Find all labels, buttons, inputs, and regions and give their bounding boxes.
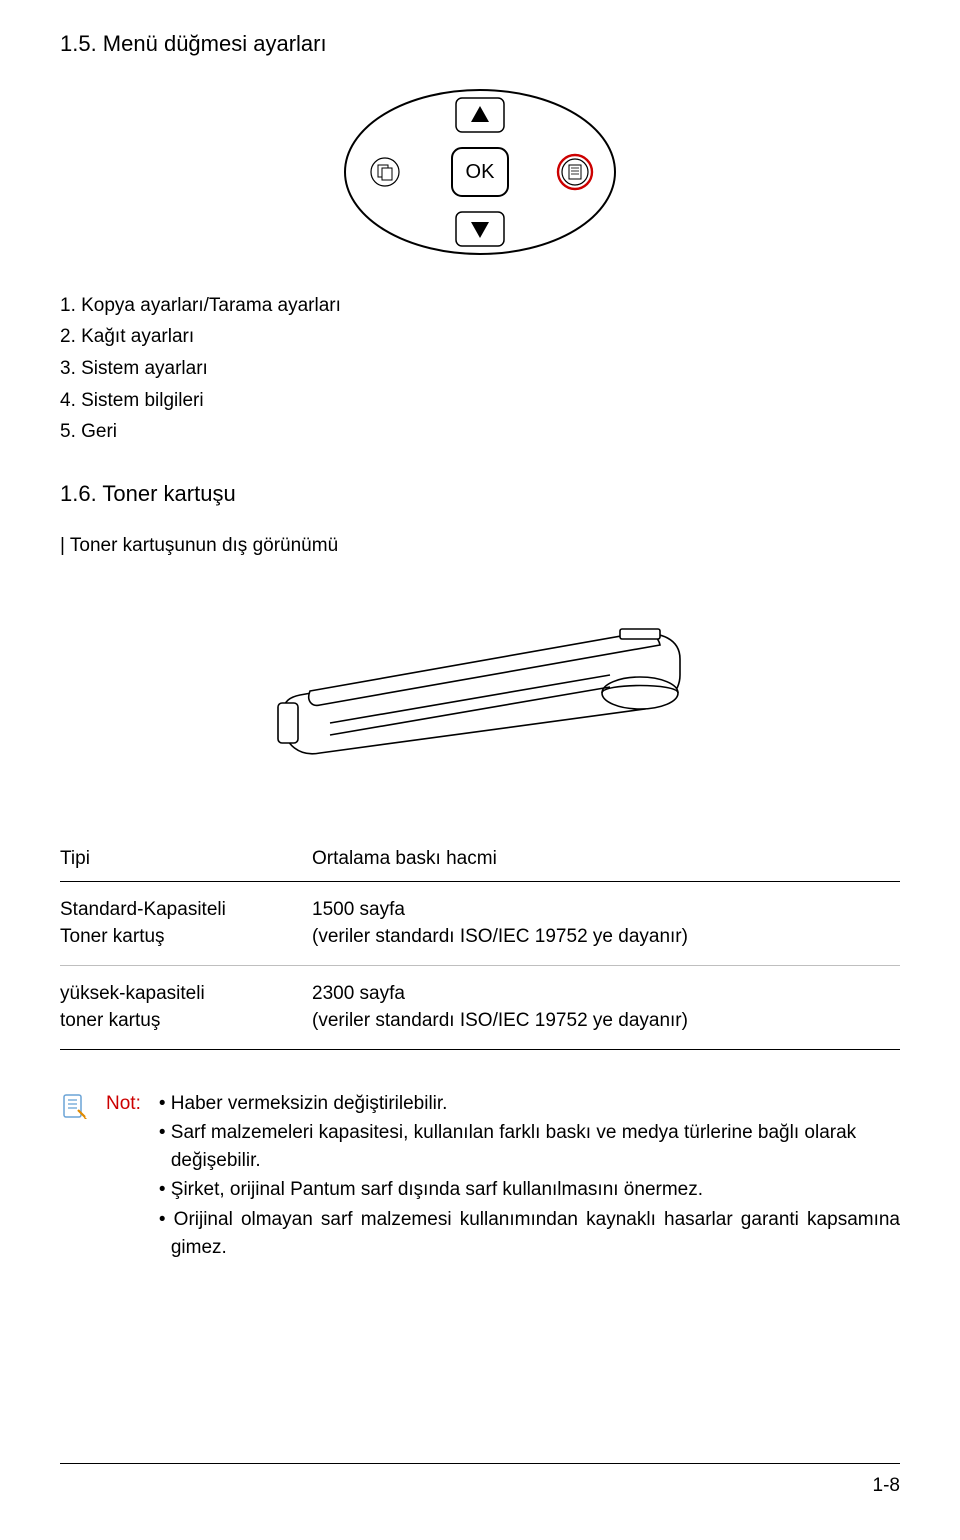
table-cell: 2300 sayfa (veriler standardı ISO/IEC 19… (312, 965, 900, 1049)
note-label: Not: (106, 1090, 141, 1118)
note-box: Not: • Haber vermeksizin değiştirilebili… (60, 1090, 900, 1263)
menu-button-diagram: OK (335, 82, 625, 262)
toner-spec-table: Tipi Ortalama baskı hacmi Standard-Kapas… (60, 835, 900, 1050)
table-header-left: Tipi (60, 835, 312, 881)
ok-label: OK (466, 161, 496, 183)
toner-cartridge-illustration (240, 575, 720, 775)
table-cell: yüksek-kapasiteli toner kartuş (60, 965, 312, 1049)
note-bullet: • Haber vermeksizin değiştirilebilir. (159, 1090, 900, 1118)
table-cell: 1500 sayfa (veriler standardı ISO/IEC 19… (312, 881, 900, 965)
page-number: 1-8 (60, 1472, 900, 1500)
note-bullet: • Sarf malzemeleri kapasitesi, kullanıla… (159, 1119, 900, 1174)
table-header-right: Ortalama baskı hacmi (312, 835, 900, 881)
list-item: 1. Kopya ayarları/Tarama ayarları (60, 292, 900, 320)
table-cell: Standard-Kapasiteli Toner kartuş (60, 881, 312, 965)
section-1-6-subtitle: | Toner kartuşunun dış görünümü (60, 532, 900, 560)
footer-divider (60, 1463, 900, 1464)
list-item: 2. Kağıt ayarları (60, 323, 900, 351)
menu-settings-list: 1. Kopya ayarları/Tarama ayarları 2. Kağ… (60, 292, 900, 446)
section-1-6-title: 1.6. Toner kartuşu (60, 478, 900, 510)
note-bullet: • Şirket, orijinal Pantum sarf dışında s… (159, 1176, 900, 1204)
list-item: 3. Sistem ayarları (60, 355, 900, 383)
note-icon (60, 1092, 88, 1120)
section-1-5-title: 1.5. Menü düğmesi ayarları (60, 28, 900, 60)
note-body: • Haber vermeksizin değiştirilebilir. • … (159, 1090, 900, 1263)
list-item: 5. Geri (60, 418, 900, 446)
list-item: 4. Sistem bilgileri (60, 387, 900, 415)
note-bullet: • Orijinal olmayan sarf malzemesi kullan… (159, 1206, 900, 1261)
